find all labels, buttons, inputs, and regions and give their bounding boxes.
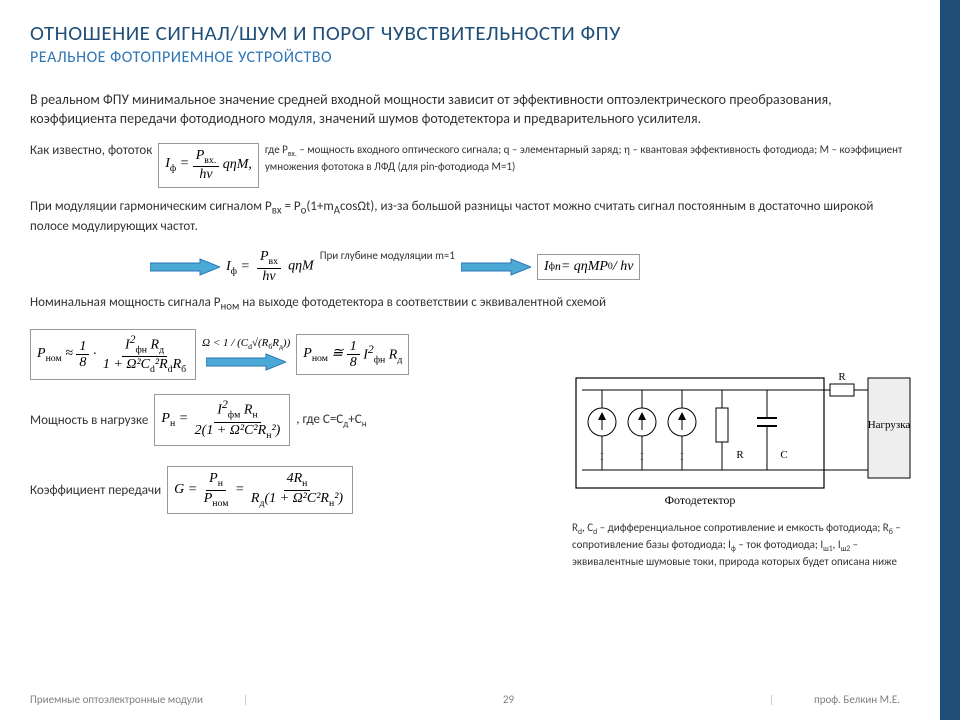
svg-text:Iш2: Iш2 — [680, 451, 684, 463]
load-note: , где C=Cд+Cн — [296, 412, 366, 430]
p-nom-formula: Pном ≈ 18 · I2фн Rд1 + Ω²Cd²RdRб — [30, 329, 196, 381]
load-row: Мощность в нагрузке Pн = I2фм Rн2(1 + Ω²… — [30, 394, 590, 446]
svg-text:Нагрузка: Нагрузка — [868, 419, 911, 431]
svg-text:Rд: Rд — [736, 449, 744, 461]
load-label: Мощность в нагрузке — [30, 413, 148, 428]
footer-right: проф. Белкин М.Е. — [814, 693, 900, 706]
depth-note: При глубине модуляции m≈1 — [320, 249, 455, 263]
phototok-label: Как известно, фототок — [30, 143, 152, 158]
accent-bar — [940, 0, 960, 720]
arrow-right-icon — [461, 257, 531, 277]
i-phi-n-formula: Iфn = qηMP0 / hν — [537, 254, 640, 280]
phototok-row: Как известно, фототок Iф = Pвх. hν qηM, … — [30, 143, 910, 188]
intro-text: В реальном ФПУ минимальное значение сред… — [30, 91, 910, 129]
arrow-right-icon — [206, 352, 286, 372]
svg-text:Фотодетектор: Фотодетектор — [665, 493, 736, 507]
arrow-right-icon — [150, 257, 220, 277]
svg-text:Cд: Cд — [780, 449, 787, 461]
transfer-label: Коэффициент передачи — [30, 483, 161, 498]
circuit-diagram: Iф Iш1 Iш2 Rд — [572, 370, 912, 570]
p-nom-chain: Pном ≈ 18 · I2фн Rд1 + Ω²Cd²RdRб Ω < 1 /… — [30, 329, 590, 381]
svg-text:Iф: Iф — [600, 451, 604, 463]
p-nom-simplified: Pном ≅ 18 I2фн Rд — [296, 334, 409, 376]
transfer-formula: G = PнPном = 4RнRд(1 + Ω²C²Rн²) — [167, 466, 353, 514]
svg-text:Rб: Rб — [838, 371, 846, 383]
footer-page: 29 — [503, 693, 514, 706]
arrow-chain-1: Iф = Pвх hν qηM При глубине модуляции m≈… — [150, 249, 910, 284]
transfer-row: Коэффициент передачи G = PнPном = 4RнRд(… — [30, 466, 590, 514]
page-subtitle: РЕАЛЬНОЕ ФОТОПРИЕМНОЕ УСТРОЙСТВО — [30, 48, 910, 67]
modulation-text: При модуляции гармоническим сигналом Pвх… — [30, 198, 910, 236]
nominal-text: Номинальная мощность сигнала Pном на вых… — [30, 294, 910, 314]
p-load-formula: Pн = I2фм Rн2(1 + Ω²C²Rн²) — [154, 394, 290, 446]
svg-text:Iш1: Iш1 — [640, 451, 644, 463]
omega-condition: Ω < 1 / (Cd√(RбRд)) — [202, 337, 290, 351]
footer-left: Приемные оптоэлектронные модули — [30, 693, 203, 706]
phototok-formula: Iф = Pвх. hν qηM, — [158, 143, 259, 188]
phototok-note: где Pвх. – мощность входного оптического… — [265, 143, 910, 174]
circuit-note: Rd, Cd – дифференциальное сопротивление … — [572, 521, 912, 570]
i-phi-formula: Iф = Pвх hν qηM — [226, 249, 314, 284]
slide-footer: Приемные оптоэлектронные модули | 29 | п… — [30, 693, 900, 706]
page-title: ОТНОШЕНИЕ СИГНАЛ/ШУМ И ПОРОГ ЧУВСТВИТЕЛЬ… — [30, 20, 910, 46]
